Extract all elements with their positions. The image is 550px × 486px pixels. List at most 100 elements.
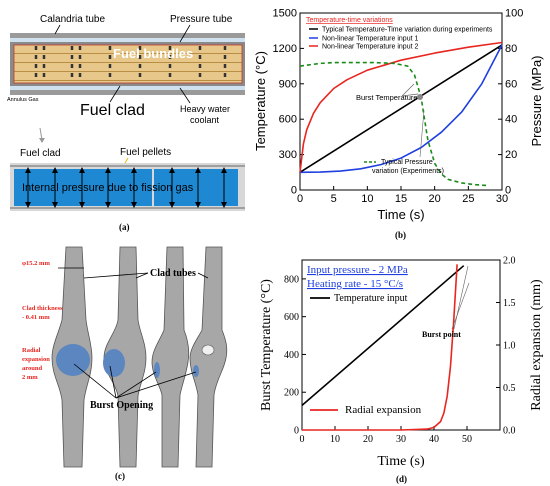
y2-tick-label: 2.0 (503, 256, 516, 267)
chart-d-x-ticks: 0 10 20 30 40 50 (300, 426, 472, 445)
panel-c: φ15.2 mm Clad tubes Clad thickness - 0.4… (20, 245, 277, 481)
y2-tick-label: 0.5 (503, 383, 516, 394)
y-tick-label: 800 (284, 274, 299, 285)
label-radial-line2: expansion (22, 356, 50, 363)
annot-burst-point: Burst point (422, 330, 461, 339)
y-tick-label: 400 (284, 350, 299, 361)
panel-d-caption: (d) (396, 474, 407, 484)
chart-b-x-ticks: 0 5 10 15 20 25 30 (297, 186, 508, 205)
chart-b-xlabel: Time (s) (377, 207, 424, 222)
panel-a: Calandria tube Pressure tube Fuel bundle… (7, 14, 245, 232)
y2-tick-label: 0 (505, 185, 511, 197)
bundle-rods (34, 46, 227, 82)
label-radial-line4: 2 mm (22, 374, 38, 381)
series-line-1 (301, 265, 465, 407)
annot-burst-temperature: Burst Temperature (356, 93, 418, 102)
series-line-2 (299, 44, 503, 174)
y-tick-label: 600 (284, 312, 299, 323)
label-fuel-pellets: Fuel pellets (120, 147, 171, 158)
panel-b-caption: (b) (395, 230, 406, 240)
clad-tube-3 (151, 246, 190, 468)
series-line-3 (299, 41, 503, 173)
label-diameter: φ15.2 mm (22, 260, 50, 267)
legend-title: Temperature-time variations (306, 17, 393, 24)
x-tick-label: 20 (363, 434, 373, 445)
series-line-2 (302, 264, 458, 431)
label-radial-line1: Radial (22, 347, 41, 354)
legend-temperature-input: Temperature input (334, 293, 408, 304)
chart-d-ylabel: Burst Temperature (°C) (259, 279, 274, 411)
x-tick-label: 50 (462, 434, 472, 445)
label-radial-line3: around (22, 365, 42, 372)
label-fuel-clad-small: Fuel clad (20, 148, 61, 159)
y-tick-label: 1200 (273, 43, 297, 55)
label-clad-thickness-line1: Clad thickness (22, 305, 63, 312)
clad-tube-4 (189, 246, 228, 468)
panel-d: 0 10 20 30 40 50 0 200 400 600 800 0.0 0.5 1.0 1.5 2.… (259, 256, 544, 485)
y-tick-label: 900 (279, 78, 297, 90)
y2-tick-label: 60 (505, 78, 517, 90)
legend-radial-expansion: Radial expansion (345, 404, 422, 416)
legend-item-typical: Typical Temperature-Time variation durin… (322, 27, 493, 34)
label-clad-thickness-line2: - 0.41 mm (22, 314, 50, 321)
label-heavy-water-line2: coolant (190, 115, 220, 125)
y2-tick-label: 40 (505, 114, 517, 126)
annot-pressure-line2: variation (Experiments) (372, 168, 444, 175)
x-tick-label: 30 (496, 193, 508, 205)
series-line-1 (299, 44, 503, 173)
label-fuel-bundles: Fuel bundles (113, 46, 193, 61)
annot-input-pressure: Input pressure - 2 MPa (307, 264, 408, 276)
chart-d-series (301, 264, 465, 431)
legend-item-nonlinear-1: Non-linear Temperature input 1 (322, 36, 418, 43)
chart-d-y2label: Radial expansion (mm) (529, 279, 544, 411)
y-tick-label: 0 (291, 185, 297, 197)
x-tick-label: 0 (300, 434, 305, 445)
clad-tube-2 (103, 246, 147, 468)
pellet-block-1 (14, 169, 152, 206)
y2-tick-label: 1.5 (503, 298, 516, 309)
label-burst-opening: Burst Opening (90, 400, 153, 411)
panel-b: 0 5 10 15 20 25 30 0 300 600 900 1200 1500 0 20 40 60 8… (253, 8, 544, 241)
x-tick-label: 10 (330, 434, 340, 445)
chart-b-legend: Temperature-time variations Typical Temp… (306, 17, 493, 51)
label-annulus-gas: Annulus Gas (7, 97, 39, 103)
label-calandria-tube: Calandria tube (40, 14, 105, 25)
x-tick-label: 40 (429, 434, 439, 445)
burst-opening-2 (103, 349, 125, 377)
label-fuel-clad-large: Fuel clad (80, 102, 145, 119)
chart-d-y2-ticks: 0.0 0.5 1.0 1.5 2.0 (496, 256, 516, 437)
panel-c-caption: (c) (115, 471, 125, 481)
x-tick-label: 30 (396, 434, 406, 445)
y-tick-label: 1500 (273, 8, 297, 20)
label-internal-pressure: Internal pressure due to fission gas (22, 182, 194, 194)
y-tick-label: 600 (279, 114, 297, 126)
y-tick-label: 300 (279, 149, 297, 161)
label-pressure-tube: Pressure tube (170, 14, 233, 25)
burst-opening-1 (56, 344, 90, 376)
y2-tick-label: 1.0 (503, 341, 516, 352)
x-tick-label: 5 (331, 193, 337, 205)
annot-heating-rate: Heating rate - 15 °C/s (307, 278, 403, 290)
x-tick-label: 15 (395, 193, 407, 205)
label-clad-tubes: Clad tubes (150, 268, 196, 279)
y2-tick-label: 100 (505, 8, 523, 20)
chart-b-y-ticks: 0 300 600 900 1200 1500 (273, 8, 304, 197)
panel-a-caption: (a) (119, 222, 130, 232)
chart-b-y2label: Pressure (MPa) (529, 55, 544, 146)
label-heavy-water-line1: Heavy water (180, 104, 230, 114)
x-tick-label: 10 (361, 193, 373, 205)
x-tick-label: 0 (297, 193, 303, 205)
x-tick-label: 25 (462, 193, 474, 205)
chart-b-series (299, 41, 503, 187)
y-tick-label: 0 (294, 426, 299, 437)
chart-d-xlabel: Time (s) (377, 454, 425, 469)
series-line-4 (299, 61, 489, 187)
y-tick-label: 200 (284, 388, 299, 399)
x-tick-label: 20 (429, 193, 441, 205)
burst-opening-3 (154, 362, 160, 378)
annot-pressure-line1: Typical Pressure (381, 159, 433, 166)
y2-tick-label: 0.0 (503, 426, 516, 437)
burst-point-marker (417, 94, 423, 100)
legend-item-nonlinear-2: Non-linear Temperature input 2 (322, 44, 418, 51)
